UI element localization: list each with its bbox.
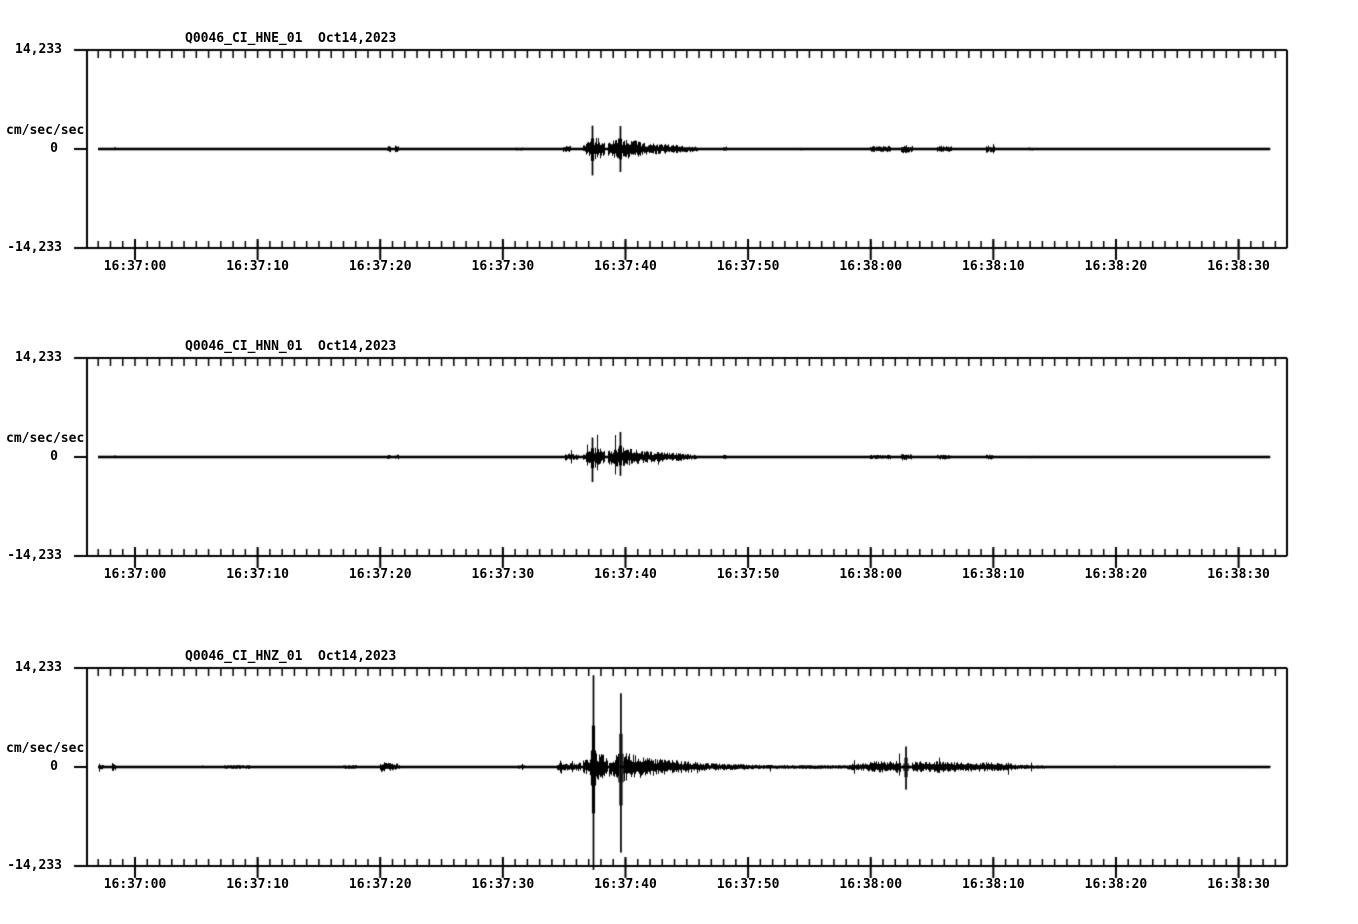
y-axis-min-label: -14,233 [7,858,62,873]
x-tick-label: 16:37:10 [226,259,289,274]
x-tick-label: 16:37:00 [103,259,167,274]
x-tick-label: 16:37:20 [348,259,412,274]
x-tick-label: 16:37:40 [594,877,657,892]
x-tick-label: 16:37:00 [103,567,167,582]
y-axis-min-label: -14,233 [7,240,62,255]
y-axis-zero-label: 0 [50,449,58,464]
x-tick-label: 16:38:20 [1084,877,1148,892]
x-tick-label: 16:37:50 [716,567,780,582]
y-axis-min-label: -14,233 [7,548,62,563]
y-axis-zero-label: 0 [50,141,58,156]
y-axis-unit-label: cm/sec/sec [6,123,85,138]
x-tick-label: 16:37:50 [716,259,780,274]
x-tick-label: 16:37:20 [348,877,412,892]
x-tick-label: 16:38:10 [962,877,1025,892]
y-axis-max-label: 14,233 [15,660,62,675]
y-axis-max-label: 14,233 [15,42,62,57]
x-tick-label: 16:37:00 [103,877,167,892]
plot-title: Q0046_CI_HNZ_01 Oct14,2023 [185,649,397,664]
x-tick-label: 16:38:30 [1207,567,1270,582]
plot-title: Q0046_CI_HNE_01 Oct14,2023 [185,31,397,46]
y-axis-unit-label: cm/sec/sec [6,741,85,756]
x-tick-label: 16:38:10 [962,567,1025,582]
x-tick-label: 16:38:20 [1084,259,1148,274]
x-tick-label: 16:38:10 [962,259,1025,274]
y-axis-max-label: 14,233 [15,350,62,365]
x-tick-label: 16:37:40 [594,567,657,582]
x-tick-label: 16:38:20 [1084,567,1148,582]
y-axis-unit-label: cm/sec/sec [6,431,85,446]
x-tick-label: 16:38:00 [839,877,903,892]
x-tick-label: 16:38:30 [1207,259,1270,274]
x-tick-label: 16:37:10 [226,877,289,892]
x-tick-label: 16:37:30 [471,877,535,892]
x-tick-label: 16:37:20 [348,567,412,582]
x-tick-label: 16:37:40 [594,259,657,274]
x-tick-label: 16:38:00 [839,259,903,274]
x-tick-label: 16:37:10 [226,567,289,582]
x-tick-label: 16:38:30 [1207,877,1270,892]
plot-title: Q0046_CI_HNN_01 Oct14,2023 [185,339,397,354]
x-tick-label: 16:37:50 [716,877,780,892]
x-tick-label: 16:37:30 [471,259,535,274]
x-tick-label: 16:38:00 [839,567,903,582]
y-axis-zero-label: 0 [50,759,58,774]
x-tick-label: 16:37:30 [471,567,535,582]
